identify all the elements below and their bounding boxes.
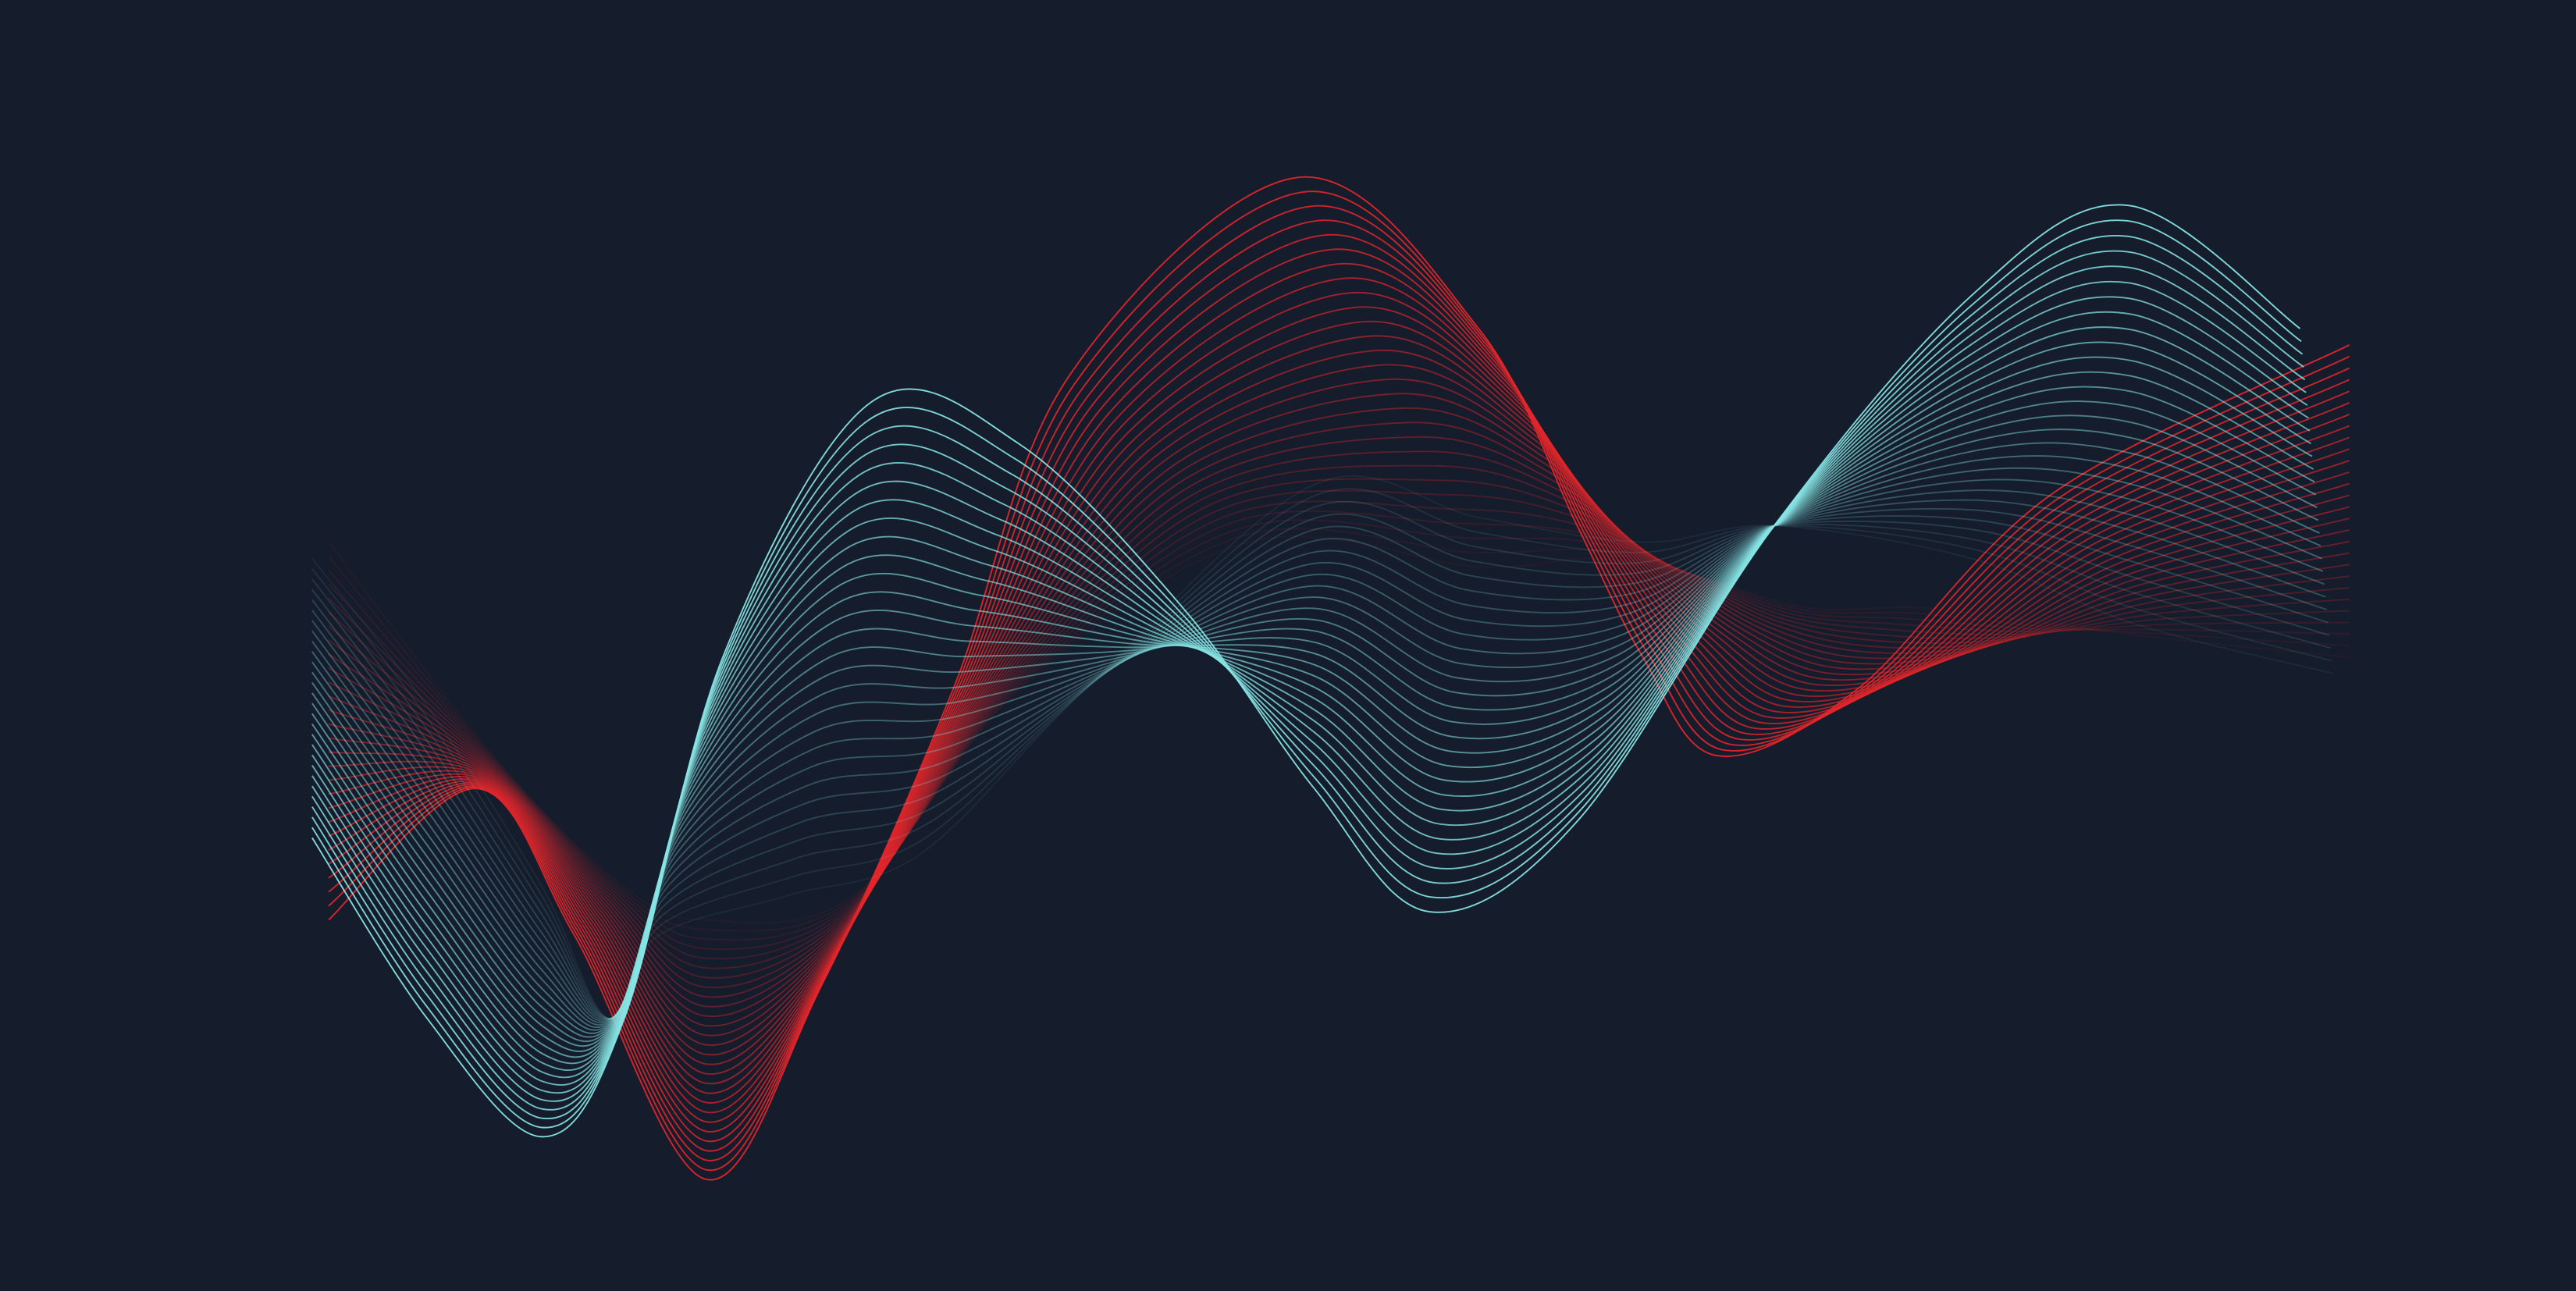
wave-line (328, 248, 2350, 1133)
wave-line (311, 341, 2311, 1065)
wave-line (311, 311, 2309, 1079)
wave-line (328, 535, 2350, 924)
wave-line (328, 262, 2350, 1123)
wave-line (311, 219, 2302, 1129)
wave-line (328, 500, 2350, 960)
wave-line (311, 296, 2308, 1086)
wave-line (311, 400, 2317, 1043)
wave-line (328, 478, 2350, 979)
wave-line (311, 250, 2304, 1111)
wave-line (311, 467, 2322, 1026)
wave-line (311, 515, 2329, 1019)
wave-line (328, 204, 2350, 1161)
wave-line (311, 204, 2300, 1138)
wave-line (328, 436, 2350, 1008)
wave-line (311, 442, 2320, 1031)
wave-line (311, 326, 2311, 1072)
wave-line (311, 489, 2325, 1022)
wave-line (311, 507, 2328, 1020)
wave-line (311, 386, 2315, 1047)
wave-line (328, 233, 2350, 1143)
wave-line (311, 371, 2314, 1052)
wave-line (311, 265, 2306, 1102)
wave-line (328, 291, 2350, 1104)
wave-line (311, 513, 2330, 1019)
wave-line (311, 455, 2322, 1029)
wave-line (311, 499, 2326, 1021)
wave-line (311, 414, 2318, 1038)
wave-line (311, 234, 2304, 1120)
wave-line (328, 176, 2350, 1181)
wave-group (311, 176, 2350, 1181)
wave-line (311, 478, 2324, 1024)
wave-line (311, 280, 2307, 1094)
wave-line (311, 429, 2319, 1034)
wave-line (328, 190, 2350, 1172)
wave-line (328, 464, 2350, 989)
wave-line (311, 475, 2333, 1020)
wave-line (311, 488, 2332, 1019)
wave-line (311, 356, 2313, 1058)
wave-line (328, 277, 2350, 1114)
wave-line (328, 489, 2350, 969)
wave-line (328, 219, 2350, 1152)
wave-line (311, 500, 2331, 1019)
